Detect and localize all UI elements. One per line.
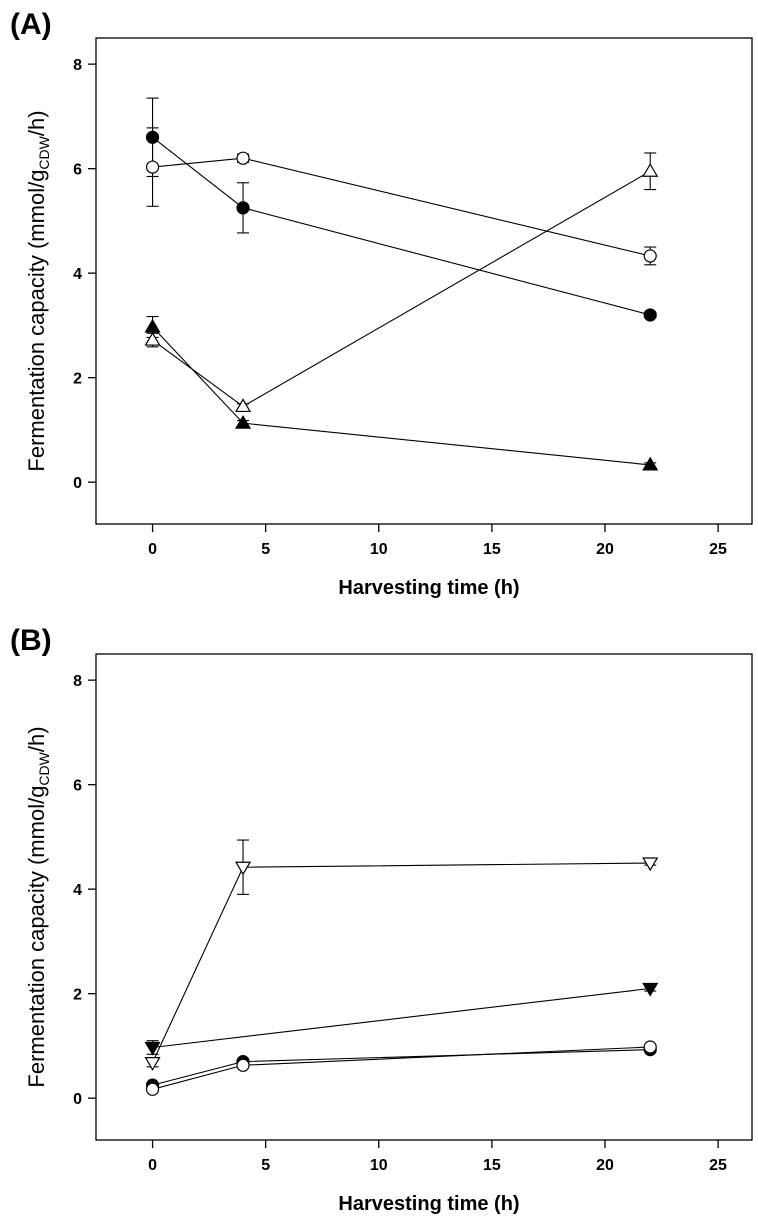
series-1 — [145, 127, 657, 266]
data-point — [642, 982, 659, 997]
series-line — [152, 1046, 651, 1090]
x-tick-label: 5 — [261, 541, 270, 558]
x-tick-label: 25 — [709, 1157, 727, 1174]
data-point — [643, 308, 657, 322]
y-axis-title: Fermentation capacity (mmol/gCDW/h) — [24, 110, 52, 471]
x-tick-label: 15 — [483, 1157, 501, 1174]
data-point — [234, 861, 252, 876]
data-point — [145, 160, 160, 174]
data-point — [236, 151, 250, 165]
series-line — [152, 136, 651, 316]
series-0 — [144, 839, 659, 1071]
y-tick-label: 6 — [73, 778, 82, 795]
y-tick-label: 4 — [73, 266, 82, 283]
series-0 — [145, 97, 657, 322]
data-point — [643, 249, 657, 263]
y-tick-label: 8 — [73, 57, 82, 74]
y-tick-label: 0 — [73, 1091, 82, 1108]
x-tick-label: 0 — [148, 1157, 157, 1174]
x-tick-label: 0 — [148, 541, 157, 558]
data-point — [642, 163, 659, 177]
x-tick-label: 15 — [483, 541, 501, 558]
series-line — [152, 170, 651, 408]
data-point — [144, 318, 161, 333]
series-2 — [145, 1042, 657, 1092]
y-tick-label: 8 — [73, 673, 82, 690]
data-point — [642, 857, 659, 872]
y-tick-label: 2 — [73, 371, 82, 388]
data-point — [236, 201, 250, 215]
data-point — [234, 398, 252, 413]
series-line — [152, 1049, 651, 1086]
panel-a: (A) 0 5 10 15 20 25 0 2 4 6 8 Harvesting time (h) Fer… — [10, 8, 753, 599]
series-2 — [144, 315, 659, 471]
y-tick-label: 0 — [73, 475, 82, 492]
x-tick-label: 20 — [596, 541, 614, 558]
data-point — [642, 456, 659, 471]
series-line — [152, 862, 651, 1063]
panel-label: (A) — [10, 8, 52, 41]
y-axis-title: Fermentation capacity (mmol/gCDW/h) — [24, 726, 52, 1087]
x-tick-label: 20 — [596, 1157, 614, 1174]
y-tick-label: 2 — [73, 987, 82, 1004]
plot-frame — [95, 37, 753, 525]
x-tick-label: 10 — [370, 541, 388, 558]
plot-frame — [95, 653, 753, 1141]
y-tick-label: 6 — [73, 162, 82, 179]
series-line — [152, 157, 651, 257]
series-3 — [145, 1040, 657, 1096]
x-tick-label: 25 — [709, 541, 727, 558]
data-point — [144, 1041, 161, 1056]
data-point — [144, 1057, 161, 1071]
series-line — [152, 987, 651, 1049]
data-point — [236, 1058, 250, 1072]
y-tick-label: 4 — [73, 882, 82, 899]
data-point — [643, 1040, 657, 1054]
data-point — [234, 414, 252, 429]
panel-b: (B) 0 5 10 15 20 25 0 2 4 6 8 Harvesting time (h) Fer… — [10, 624, 753, 1215]
x-axis-title: Harvesting time (h) — [338, 1193, 519, 1215]
x-tick-label: 5 — [261, 1157, 270, 1174]
series-3 — [144, 152, 659, 413]
x-tick-label: 10 — [370, 1157, 388, 1174]
data-point — [144, 331, 161, 346]
series-1 — [144, 982, 659, 1056]
series-line — [152, 326, 651, 466]
x-axis-title: Harvesting time (h) — [338, 577, 519, 599]
data-point — [145, 1082, 160, 1096]
panel-label: (B) — [10, 624, 52, 657]
